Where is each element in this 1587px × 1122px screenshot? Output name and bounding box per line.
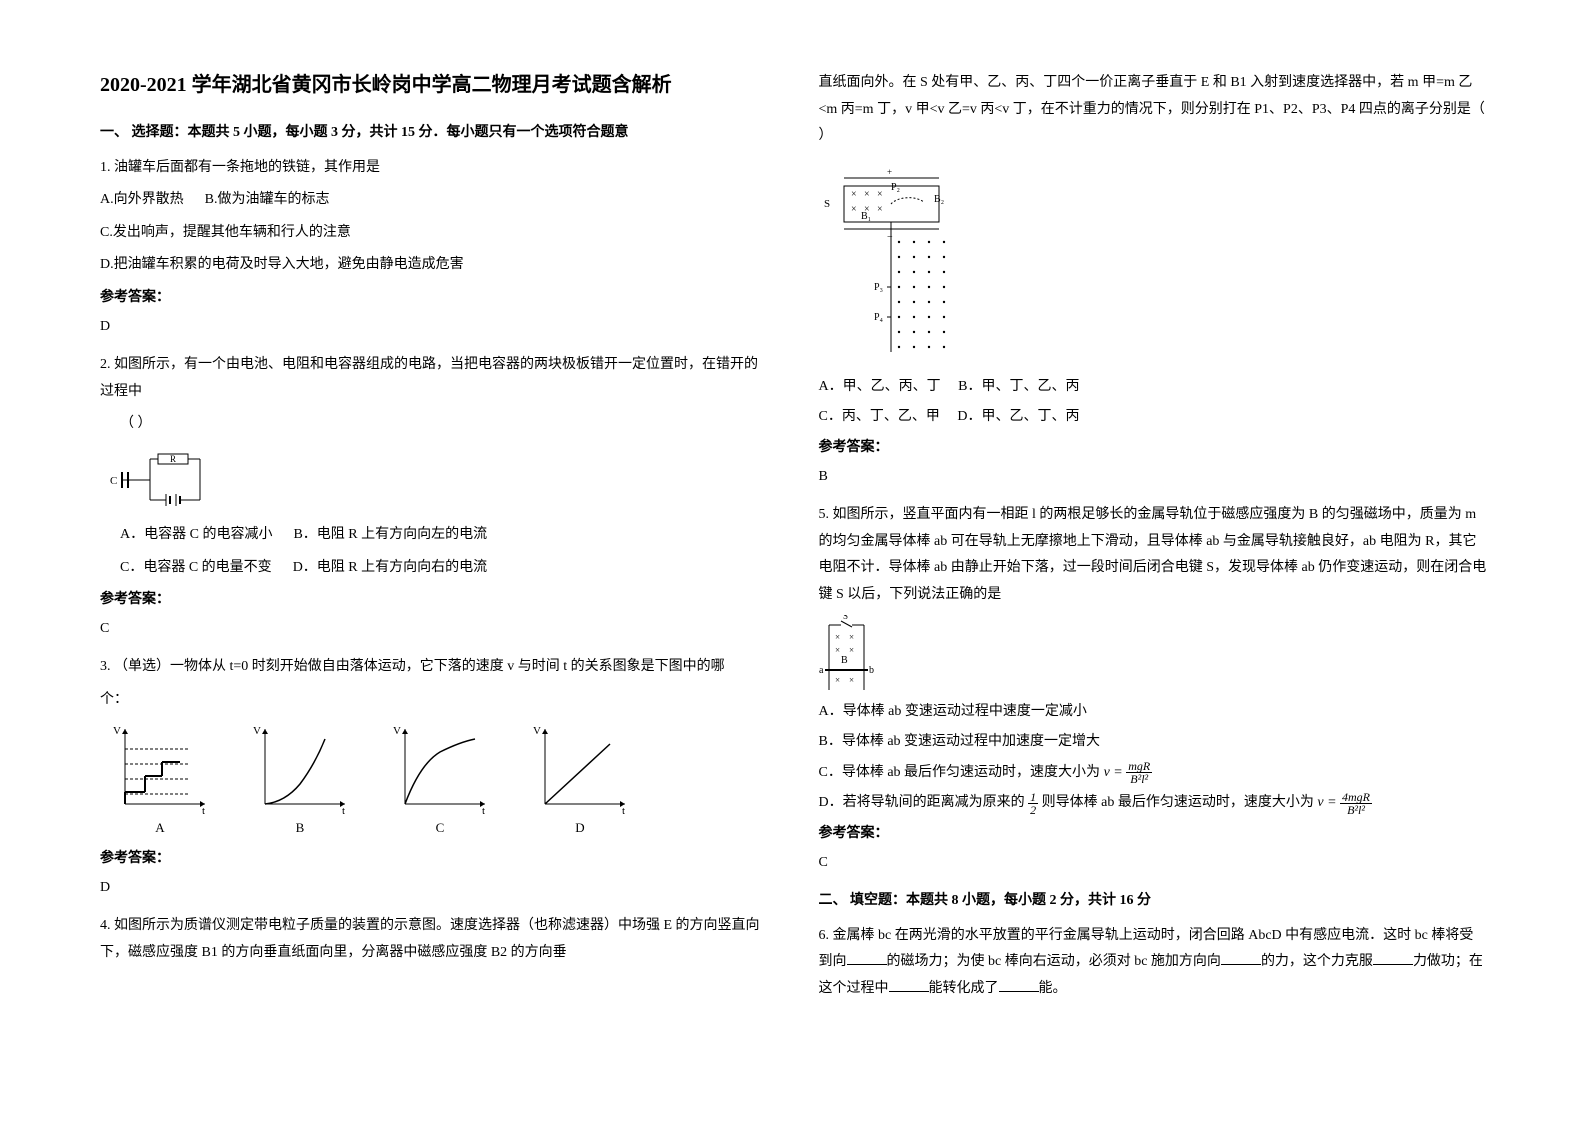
q6-blank-3	[1373, 951, 1413, 965]
svg-text:a: a	[819, 665, 824, 676]
q5-formula-d: v = 4mgRB²l²	[1317, 795, 1372, 810]
q1-answer-label: 参考答案：	[100, 285, 769, 312]
right-column: 直纸面向外。在 S 处有甲、乙、丙、丁四个一价正离子垂直于 E 和 B1 入射到…	[819, 70, 1488, 1082]
q3-chart-a: V t	[110, 724, 210, 814]
q2-circuit-diagram: R C	[110, 450, 220, 510]
svg-text:×: ×	[877, 204, 883, 215]
svg-text:b: b	[869, 665, 874, 676]
q3-stem2: 个：	[100, 687, 769, 714]
r-label: R	[170, 454, 176, 464]
left-column: 2020-2021 学年湖北省黄冈市长岭岗中学高二物理月考试题含解析 一、 选择…	[100, 70, 769, 1082]
q1-opt-a: A.向外界散热	[100, 192, 184, 207]
q5-formula-c: v = mgRB²l²	[1104, 765, 1153, 780]
svg-text:×: ×	[851, 204, 857, 215]
q4-stem: 4. 如图所示为质谱仪测定带电粒子质量的装置的示意图。速度选择器（也称滤速器）中…	[100, 913, 769, 966]
q6-blank-4	[889, 978, 929, 992]
svg-text:V: V	[393, 725, 401, 737]
q5-answer-label: 参考答案：	[819, 821, 1488, 848]
q6-p2: 的磁场力；为使 bc 棒向右运动，必须对 bc 施加方向向	[887, 954, 1221, 969]
q3-chart-d: V t	[530, 724, 630, 814]
q3-answer-label: 参考答案：	[100, 846, 769, 873]
q6-blank-2	[1221, 951, 1261, 965]
svg-text:×: ×	[851, 189, 857, 200]
q5-opt-d-pre: D．若将导轨间的距离减为原来的	[819, 795, 1025, 810]
q3-label-c: C	[436, 816, 445, 841]
svg-text:t: t	[202, 805, 205, 814]
q2-answer: C	[100, 616, 769, 643]
svg-text:V: V	[533, 725, 541, 737]
q5-opt-c: C．导体棒 ab 最后作匀速运动时，速度大小为	[819, 765, 1101, 780]
svg-text:B₂: B₂	[934, 194, 944, 205]
q1-opt-c: C.发出响声，提醒其他车辆和行人的注意	[100, 220, 769, 247]
q2-opt-b: B．电阻 R 上有方向向左的电流	[293, 527, 487, 542]
svg-text:P₂: P₂	[891, 182, 900, 193]
q5-opt-b: B．导体棒 ab 变速运动过程中加速度一定增大	[819, 729, 1488, 756]
svg-text:t: t	[622, 805, 625, 814]
svg-text:P₃: P₃	[874, 282, 883, 293]
svg-text:×: ×	[849, 632, 854, 642]
q5-half-fraction: 12	[1028, 791, 1038, 816]
q4-answer-label: 参考答案：	[819, 435, 1488, 462]
svg-text:×: ×	[835, 645, 840, 655]
exam-title: 2020-2021 学年湖北省黄冈市长岭岗中学高二物理月考试题含解析	[100, 70, 769, 100]
q5-opt-d-mid: 则导体棒 ab 最后作匀速运动时，速度大小为	[1042, 795, 1314, 810]
q6: 6. 金属棒 bc 在两光滑的水平放置的平行金属导轨上运动时，闭合回路 AbcD…	[819, 923, 1488, 1003]
q6-p5: 能转化成了	[929, 981, 999, 996]
q6-p6: 能。	[1039, 981, 1067, 996]
q5-diagram: S × × × × B a b × ×	[819, 615, 879, 695]
svg-text:S: S	[824, 198, 830, 210]
q5-answer: C	[819, 850, 1488, 877]
q6-blank-5	[999, 978, 1039, 992]
q2-opt-a: A．电容器 C 的电容减小	[120, 527, 272, 542]
svg-text:×: ×	[864, 189, 870, 200]
svg-text:t: t	[482, 805, 485, 814]
q4-opt-b: B．甲、丁、乙、丙	[958, 379, 1079, 394]
q1-answer: D	[100, 314, 769, 341]
q3-chart-c: V t	[390, 724, 490, 814]
q3-chart-b: V t	[250, 724, 350, 814]
svg-text:t: t	[342, 805, 345, 814]
q1-opt-b: B.做为油罐车的标志	[205, 192, 330, 207]
q5-stem: 5. 如图所示，竖直平面内有一相距 l 的两根足够长的金属导轨位于磁感应强度为 …	[819, 502, 1488, 608]
q2-paren: （ ）	[100, 411, 769, 438]
svg-text:V: V	[253, 725, 261, 737]
svg-text:−: −	[887, 232, 893, 243]
q3-label-d: D	[575, 816, 584, 841]
q3-stem: 3. （单选）一物体从 t=0 时刻开始做自由落体运动，它下落的速度 v 与时间…	[100, 659, 725, 674]
q4-stem-cont: 直纸面向外。在 S 处有甲、乙、丙、丁四个一价正离子垂直于 E 和 B1 入射到…	[819, 70, 1488, 150]
q4-opt-a: A．甲、乙、丙、丁	[819, 379, 941, 394]
q3-charts: V t A V t	[110, 724, 769, 841]
c-label: C	[110, 475, 117, 487]
svg-text:×: ×	[835, 675, 840, 685]
q1-stem: 1. 油罐车后面都有一条拖地的铁链，其作用是	[100, 155, 769, 182]
svg-text:×: ×	[877, 189, 883, 200]
svg-text:B₁: B₁	[861, 211, 871, 222]
svg-text:×: ×	[849, 645, 854, 655]
svg-text:B: B	[841, 655, 848, 666]
svg-text:+: +	[887, 167, 892, 177]
section-1-header: 一、 选择题：本题共 5 小题，每小题 3 分，共计 15 分．每小题只有一个选…	[100, 120, 769, 147]
q6-blank-1	[847, 951, 887, 965]
q4-diagram: + − × × × × × × B₁ S P₂ B₂	[819, 162, 979, 362]
q3-answer: D	[100, 875, 769, 902]
q2-opt-d: D．电阻 R 上有方向向右的电流	[293, 560, 487, 575]
q2-stem: 2. 如图所示，有一个由电池、电阻和电容器组成的电路，当把电容器的两块极板错开一…	[100, 352, 769, 405]
q3-label-a: A	[155, 816, 164, 841]
q4-opt-d: D．甲、乙、丁、丙	[957, 409, 1079, 424]
q3-label-b: B	[296, 816, 305, 841]
svg-text:P₄: P₄	[874, 312, 884, 323]
q6-p3: 的力，这个力克服	[1261, 954, 1373, 969]
q4-opt-c: C．丙、丁、乙、甲	[819, 409, 940, 424]
q5-opt-a: A．导体棒 ab 变速运动过程中速度一定减小	[819, 699, 1488, 726]
q2-opt-c: C．电容器 C 的电量不变	[120, 560, 272, 575]
svg-text:V: V	[113, 725, 121, 737]
svg-text:×: ×	[849, 675, 854, 685]
section-2-header: 二、 填空题：本题共 8 小题，每小题 2 分，共计 16 分	[819, 888, 1488, 915]
svg-text:×: ×	[835, 632, 840, 642]
q2-answer-label: 参考答案：	[100, 587, 769, 614]
q4-answer: B	[819, 464, 1488, 491]
svg-text:S: S	[843, 615, 848, 621]
q1-opt-d: D.把油罐车积累的电荷及时导入大地，避免由静电造成危害	[100, 252, 769, 279]
